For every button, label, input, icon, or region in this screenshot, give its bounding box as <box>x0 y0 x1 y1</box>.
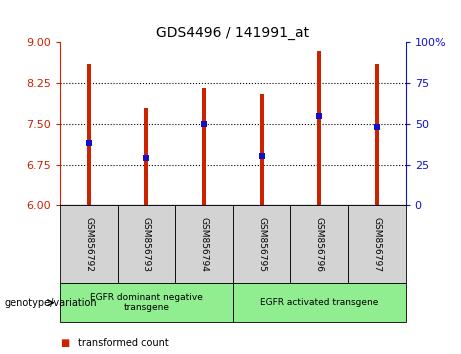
Text: GSM856794: GSM856794 <box>200 217 208 272</box>
Text: GSM856795: GSM856795 <box>257 217 266 272</box>
Text: GSM856793: GSM856793 <box>142 217 151 272</box>
Text: EGFR dominant negative
transgene: EGFR dominant negative transgene <box>90 293 203 312</box>
Text: EGFR activated transgene: EGFR activated transgene <box>260 298 378 307</box>
Bar <box>375 64 379 205</box>
Bar <box>317 51 321 205</box>
Bar <box>144 108 148 205</box>
Text: GSM856797: GSM856797 <box>372 217 381 272</box>
Title: GDS4496 / 141991_at: GDS4496 / 141991_at <box>156 26 309 40</box>
Bar <box>87 64 91 205</box>
Text: GSM856796: GSM856796 <box>315 217 324 272</box>
Text: genotype/variation: genotype/variation <box>5 298 97 308</box>
Text: transformed count: transformed count <box>78 338 169 348</box>
Text: ■: ■ <box>60 338 69 348</box>
Text: GSM856792: GSM856792 <box>84 217 93 272</box>
Bar <box>202 88 206 205</box>
Bar <box>260 94 264 205</box>
